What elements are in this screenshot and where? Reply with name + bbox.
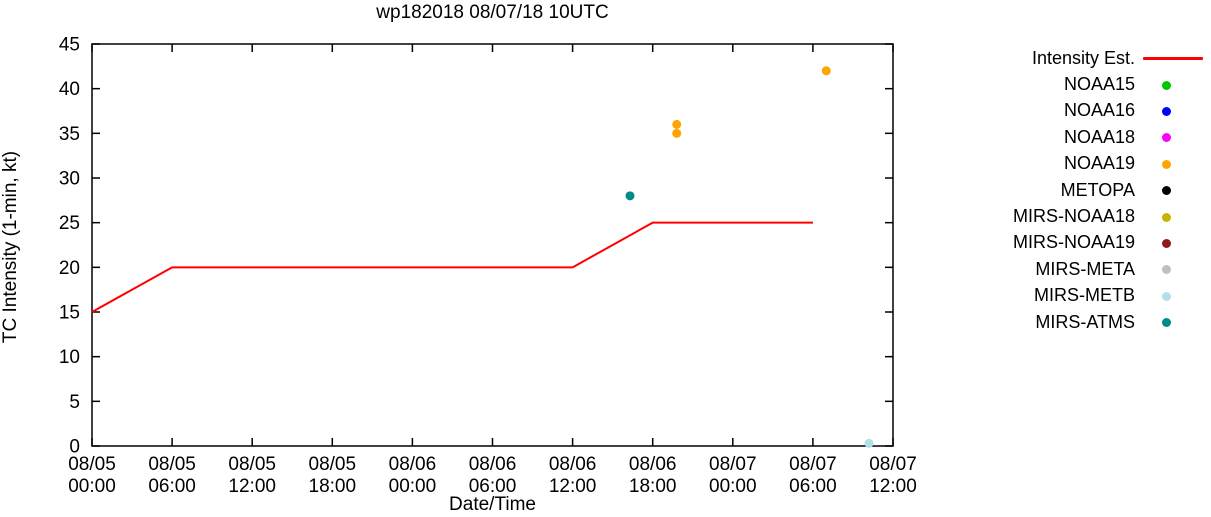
legend-label: MIRS-NOAA19 <box>1012 232 1135 253</box>
y-tick-label: 0 <box>69 437 80 458</box>
legend-dot-icon <box>1162 133 1171 143</box>
y-tick-label: 25 <box>59 213 80 234</box>
legend-marker <box>1135 259 1211 279</box>
legend-dot-icon <box>1162 318 1171 328</box>
x-tick-time: 00:00 <box>709 476 757 497</box>
legend-label: NOAA19 <box>1063 153 1135 174</box>
scatter-point-NOAA19 <box>672 119 682 129</box>
legend: Intensity Est. NOAA15 NOAA16 NOAA18 NOAA19 ME… <box>950 45 1211 335</box>
legend-item: Intensity Est. <box>950 45 1211 71</box>
legend-dot-icon <box>1162 265 1171 275</box>
y-tick-label: 40 <box>59 79 80 100</box>
y-tick-label: 30 <box>59 169 80 190</box>
legend-marker <box>1135 180 1211 200</box>
legend-label: NOAA16 <box>1063 100 1135 121</box>
scatter-point-MIRS-ATMS <box>625 191 635 201</box>
scatter-point-MIRS-METB <box>864 438 874 448</box>
legend-dot-icon <box>1162 159 1171 169</box>
legend-item: MIRS-METB <box>950 283 1211 309</box>
legend-item: MIRS-ATMS <box>950 309 1211 335</box>
legend-dot-icon <box>1162 106 1171 116</box>
x-tick-time: 18:00 <box>309 476 357 497</box>
legend-dot-icon <box>1162 291 1171 301</box>
legend-label: NOAA15 <box>1063 74 1135 95</box>
y-tick-label: 20 <box>59 258 80 279</box>
legend-marker <box>1135 75 1211 95</box>
legend-label: NOAA18 <box>1063 126 1135 147</box>
x-tick-date: 08/05 <box>228 454 276 475</box>
legend-label: MIRS-META <box>1035 258 1135 279</box>
legend-line-sample-icon <box>1143 57 1203 61</box>
x-tick-time: 12:00 <box>549 476 597 497</box>
x-tick-time: 00:00 <box>68 476 116 497</box>
legend-marker <box>1135 233 1211 253</box>
y-tick-label: 35 <box>59 124 80 145</box>
legend-dot-icon <box>1162 186 1171 196</box>
scatter-point-NOAA19 <box>821 66 831 76</box>
legend-label: METOPA <box>1060 179 1135 200</box>
x-tick-time: 12:00 <box>228 476 276 497</box>
legend-dot-icon <box>1162 212 1171 222</box>
x-tick-date: 08/05 <box>68 454 116 475</box>
legend-marker <box>1135 312 1211 332</box>
legend-marker <box>1135 48 1211 68</box>
y-tick-label: 5 <box>69 392 80 413</box>
legend-dot-icon <box>1162 238 1171 248</box>
legend-item: NOAA15 <box>950 71 1211 97</box>
x-axis-label: Date/Time <box>449 494 536 515</box>
legend-item: MIRS-NOAA18 <box>950 203 1211 229</box>
legend-item: MIRS-META <box>950 256 1211 282</box>
chart-title: wp182018 08/07/18 10UTC <box>376 2 609 23</box>
legend-label: MIRS-ATMS <box>1035 311 1135 332</box>
x-tick-time: 12:00 <box>869 476 917 497</box>
plot-border <box>91 43 894 447</box>
legend-item: METOPA <box>950 177 1211 203</box>
x-tick-date: 08/06 <box>549 454 597 475</box>
x-tick-time: 00:00 <box>389 476 437 497</box>
legend-marker <box>1135 207 1211 227</box>
legend-item: NOAA16 <box>950 98 1211 124</box>
x-tick-time: 06:00 <box>789 476 837 497</box>
x-tick-time: 06:00 <box>469 476 517 497</box>
x-tick-date: 08/07 <box>789 454 837 475</box>
x-tick-date: 08/06 <box>629 454 677 475</box>
x-tick-time: 06:00 <box>148 476 196 497</box>
legend-label: Intensity Est. <box>1031 47 1135 68</box>
legend-marker <box>1135 101 1211 121</box>
x-tick-date: 08/07 <box>709 454 757 475</box>
legend-item: NOAA18 <box>950 124 1211 150</box>
scatter-point-NOAA19 <box>672 128 682 138</box>
legend-marker <box>1135 154 1211 174</box>
x-tick-date: 08/07 <box>869 454 917 475</box>
x-tick-date: 08/05 <box>309 454 357 475</box>
legend-dot-icon <box>1162 80 1171 90</box>
legend-item: NOAA19 <box>950 151 1211 177</box>
legend-marker <box>1135 127 1211 147</box>
x-tick-time: 18:00 <box>629 476 677 497</box>
legend-item: MIRS-NOAA19 <box>950 230 1211 256</box>
legend-label: MIRS-NOAA18 <box>1012 206 1135 227</box>
legend-label: MIRS-METB <box>1034 285 1135 306</box>
x-tick-date: 08/06 <box>389 454 437 475</box>
legend-marker <box>1135 286 1211 306</box>
x-tick-date: 08/06 <box>469 454 517 475</box>
y-tick-label: 10 <box>59 347 80 368</box>
y-tick-label: 45 <box>59 35 80 56</box>
x-tick-date: 08/05 <box>148 454 196 475</box>
y-tick-label: 15 <box>59 303 80 324</box>
intensity-line <box>91 221 813 313</box>
